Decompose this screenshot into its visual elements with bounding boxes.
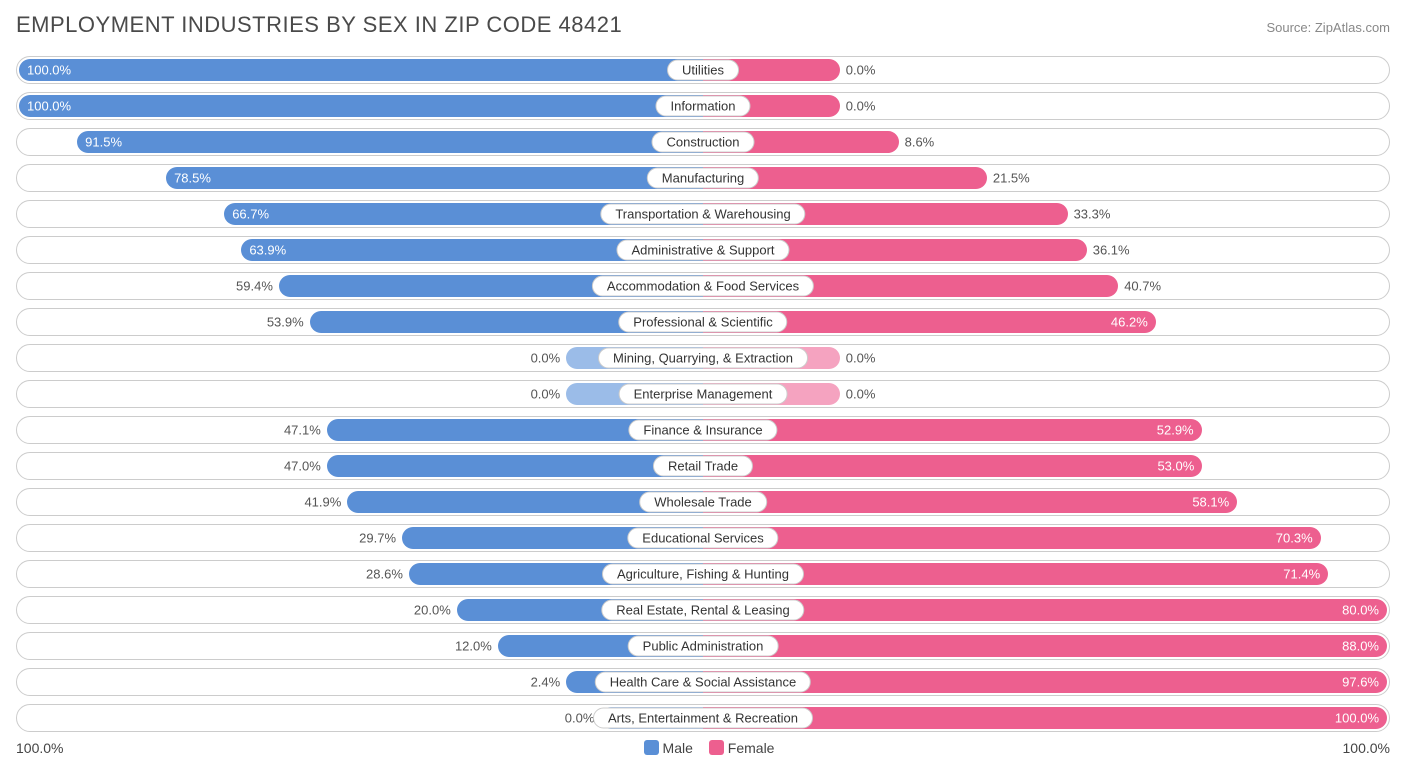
bar-row: 2.4% 97.6% Health Care & Social Assistance <box>16 668 1390 696</box>
female-bar: 52.9% <box>703 419 1202 441</box>
male-pct: 47.0% <box>284 459 321 474</box>
bar-row: 0.0% 0.0% Enterprise Management <box>16 380 1390 408</box>
male-pct: 100.0% <box>27 99 71 114</box>
female-pct: 46.2% <box>1111 315 1148 330</box>
bar-row: 100.0% 0.0% Information <box>16 92 1390 120</box>
male-pct: 0.0% <box>531 387 561 402</box>
female-bar: 80.0% <box>703 599 1387 621</box>
bar-row: 100.0% 0.0% Utilities <box>16 56 1390 84</box>
bar-row: 20.0% 80.0% Real Estate, Rental & Leasing <box>16 596 1390 624</box>
category-label: Professional & Scientific <box>618 312 787 333</box>
source-attribution: Source: ZipAtlas.com <box>1266 20 1390 35</box>
bar-row: 66.7% 33.3% Transportation & Warehousing <box>16 200 1390 228</box>
category-label: Agriculture, Fishing & Hunting <box>602 564 804 585</box>
female-pct: 70.3% <box>1276 531 1313 546</box>
bar-row: 29.7% 70.3% Educational Services <box>16 524 1390 552</box>
female-bar: 58.1% <box>703 491 1237 513</box>
legend: Male Female <box>63 740 1342 756</box>
bar-row: 41.9% 58.1% Wholesale Trade <box>16 488 1390 516</box>
male-pct: 100.0% <box>27 63 71 78</box>
category-label: Retail Trade <box>653 456 753 477</box>
male-bar: 47.0% <box>327 455 703 477</box>
male-pct: 0.0% <box>565 711 595 726</box>
female-pct: 58.1% <box>1192 495 1229 510</box>
bar-row: 0.0% 100.0% Arts, Entertainment & Recreati… <box>16 704 1390 732</box>
male-pct: 29.7% <box>359 531 396 546</box>
category-label: Accommodation & Food Services <box>592 276 814 297</box>
legend-male-label: Male <box>663 740 693 756</box>
bar-row: 0.0% 0.0% Mining, Quarrying, & Extraction <box>16 344 1390 372</box>
female-pct: 21.5% <box>993 171 1030 186</box>
male-pct: 41.9% <box>304 495 341 510</box>
male-pct: 53.9% <box>267 315 304 330</box>
bar-row: 78.5% 21.5% Manufacturing <box>16 164 1390 192</box>
male-pct: 12.0% <box>455 639 492 654</box>
category-label: Real Estate, Rental & Leasing <box>601 600 804 621</box>
male-pct: 78.5% <box>174 171 211 186</box>
female-bar: 53.0% <box>703 455 1202 477</box>
male-bar: 100.0% <box>19 95 703 117</box>
category-label: Arts, Entertainment & Recreation <box>593 708 813 729</box>
male-pct: 63.9% <box>249 243 286 258</box>
female-pct: 100.0% <box>1335 711 1379 726</box>
bar-row: 63.9% 36.1% Administrative & Support <box>16 236 1390 264</box>
female-pct: 71.4% <box>1283 567 1320 582</box>
category-label: Health Care & Social Assistance <box>595 672 811 693</box>
male-bar: 91.5% <box>77 131 703 153</box>
category-label: Mining, Quarrying, & Extraction <box>598 348 808 369</box>
category-label: Transportation & Warehousing <box>600 204 805 225</box>
male-swatch <box>644 740 659 755</box>
female-pct: 33.3% <box>1074 207 1111 222</box>
female-bar: 70.3% <box>703 527 1321 549</box>
male-pct: 59.4% <box>236 279 273 294</box>
male-pct: 28.6% <box>366 567 403 582</box>
male-pct: 20.0% <box>414 603 451 618</box>
category-label: Construction <box>652 132 755 153</box>
bar-row: 47.1% 52.9% Finance & Insurance <box>16 416 1390 444</box>
category-label: Educational Services <box>627 528 778 549</box>
male-pct: 2.4% <box>531 675 561 690</box>
female-pct: 53.0% <box>1157 459 1194 474</box>
category-label: Manufacturing <box>647 168 759 189</box>
category-label: Wholesale Trade <box>639 492 767 513</box>
bar-row: 12.0% 88.0% Public Administration <box>16 632 1390 660</box>
chart-footer: 100.0% Male Female 100.0% <box>16 740 1390 756</box>
category-label: Information <box>655 96 750 117</box>
female-pct: 0.0% <box>846 63 876 78</box>
legend-female-label: Female <box>728 740 775 756</box>
female-bar: 88.0% <box>703 635 1387 657</box>
bar-row: 28.6% 71.4% Agriculture, Fishing & Hunting <box>16 560 1390 588</box>
male-pct: 66.7% <box>232 207 269 222</box>
axis-label-right: 100.0% <box>1343 740 1390 756</box>
male-pct: 91.5% <box>85 135 122 150</box>
male-bar: 78.5% <box>166 167 703 189</box>
female-pct: 0.0% <box>846 387 876 402</box>
female-pct: 80.0% <box>1342 603 1379 618</box>
axis-label-left: 100.0% <box>16 740 63 756</box>
female-pct: 88.0% <box>1342 639 1379 654</box>
category-label: Enterprise Management <box>619 384 788 405</box>
chart-title: EMPLOYMENT INDUSTRIES BY SEX IN ZIP CODE… <box>16 12 622 38</box>
female-pct: 8.6% <box>905 135 935 150</box>
female-pct: 0.0% <box>846 99 876 114</box>
bar-row: 47.0% 53.0% Retail Trade <box>16 452 1390 480</box>
category-label: Administrative & Support <box>616 240 789 261</box>
diverging-bar-chart: 100.0% 0.0% Utilities 100.0% 0.0% Information… <box>16 56 1390 732</box>
female-pct: 40.7% <box>1124 279 1161 294</box>
female-pct: 52.9% <box>1157 423 1194 438</box>
category-label: Finance & Insurance <box>628 420 777 441</box>
bar-row: 91.5% 8.6% Construction <box>16 128 1390 156</box>
bar-row: 59.4% 40.7% Accommodation & Food Services <box>16 272 1390 300</box>
category-label: Public Administration <box>628 636 779 657</box>
male-pct: 47.1% <box>284 423 321 438</box>
female-pct: 97.6% <box>1342 675 1379 690</box>
female-pct: 0.0% <box>846 351 876 366</box>
female-pct: 36.1% <box>1093 243 1130 258</box>
category-label: Utilities <box>667 60 739 81</box>
bar-row: 53.9% 46.2% Professional & Scientific <box>16 308 1390 336</box>
male-pct: 0.0% <box>531 351 561 366</box>
female-swatch <box>709 740 724 755</box>
male-bar: 100.0% <box>19 59 703 81</box>
